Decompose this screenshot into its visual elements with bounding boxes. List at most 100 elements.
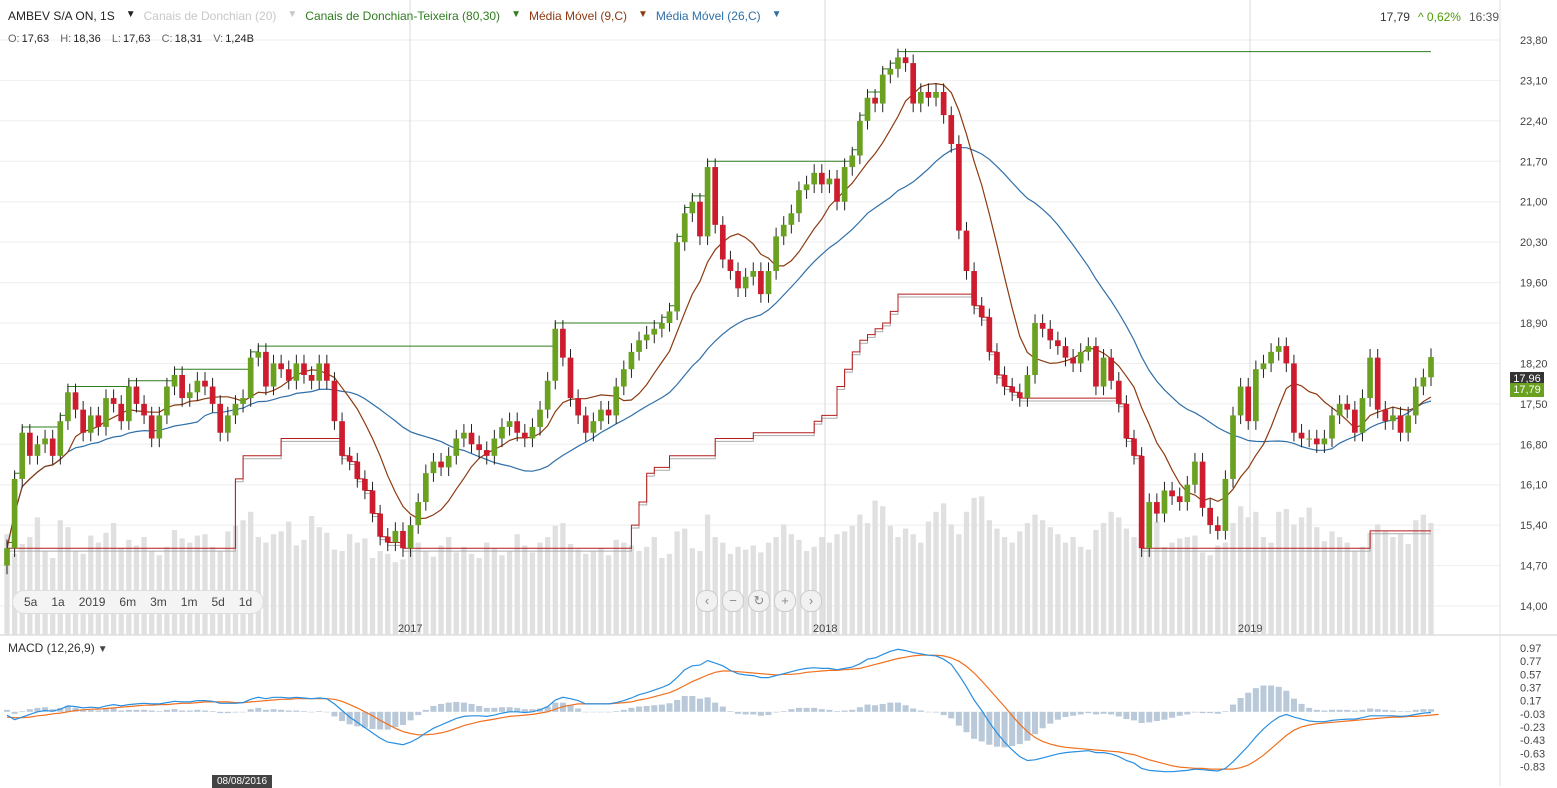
range-5a[interactable]: 5a xyxy=(24,595,38,609)
instrument-title[interactable]: AMBEV S/A ON, 1S xyxy=(8,9,115,23)
zoom-in-icon[interactable]: + xyxy=(774,590,796,612)
volume-bar xyxy=(682,528,688,635)
caret-down-icon[interactable]: ▼ xyxy=(511,9,521,20)
candle-down xyxy=(567,357,574,399)
macd-tick-label: 0.17 xyxy=(1520,696,1541,708)
volume-bar xyxy=(621,542,627,635)
year-tick-label: 2018 xyxy=(813,623,837,635)
volume-bar xyxy=(308,516,315,635)
macd-histogram-bar xyxy=(346,711,353,725)
macd-histogram-bar xyxy=(887,702,894,712)
caret-down-icon[interactable]: ▼ xyxy=(287,9,298,20)
volume-bar xyxy=(377,551,383,635)
candle-up xyxy=(666,311,673,323)
macd-histogram-bar xyxy=(64,705,71,712)
range-1d[interactable]: 1d xyxy=(238,595,253,609)
close-label: C: xyxy=(161,33,173,45)
macd-histogram-bar xyxy=(978,711,985,742)
caret-down-icon[interactable]: ▼ xyxy=(638,9,648,20)
macd-histogram-bar xyxy=(971,711,978,739)
range-1m[interactable]: 1m xyxy=(180,595,198,609)
range-6m[interactable]: 6m xyxy=(119,595,137,609)
indicator-ma26[interactable]: Média Móvel (26,C) xyxy=(655,9,761,23)
caret-down-icon[interactable]: ▼ xyxy=(771,9,782,20)
candle-down xyxy=(735,271,741,289)
volume-bar xyxy=(1078,546,1084,635)
volume-bar xyxy=(385,553,391,635)
caret-down-icon[interactable]: ▼ xyxy=(97,644,108,655)
macd-histogram-bar xyxy=(681,696,688,712)
indicator-donchian-teixeira[interactable]: Canais de Donchian-Teixeira (80,30) xyxy=(305,9,501,23)
volume-bar xyxy=(1397,534,1404,635)
candle-up xyxy=(613,386,620,416)
candle-up xyxy=(1184,484,1191,503)
volume-bar xyxy=(331,549,338,635)
macd-histogram-bar xyxy=(1290,698,1297,712)
macd-histogram-bar xyxy=(811,707,818,712)
volume-bar xyxy=(1207,555,1213,635)
macd-histogram-bar xyxy=(582,711,589,713)
range-3m[interactable]: 3m xyxy=(150,595,167,609)
macd-histogram-bar xyxy=(514,707,521,712)
candle-up xyxy=(1321,438,1328,445)
price-tick-label: 20,30 xyxy=(1520,237,1548,249)
volume-bar xyxy=(1336,537,1343,635)
volume-bar xyxy=(1291,524,1297,635)
candle-down xyxy=(80,409,86,433)
volume-bar xyxy=(545,537,551,635)
indicator-donchian[interactable]: Canais de Donchian (20) xyxy=(143,9,277,23)
volume-bar xyxy=(788,534,794,635)
change-percent: ^ 0,62% xyxy=(1417,10,1461,24)
macd-histogram-bar xyxy=(879,703,886,712)
candle-down xyxy=(834,178,840,202)
candle-up xyxy=(461,432,467,439)
candle-up xyxy=(552,328,559,381)
macd-histogram-bar xyxy=(1405,711,1412,712)
caret-down-icon[interactable]: ▼ xyxy=(125,9,136,20)
reset-zoom-icon[interactable]: ↻ xyxy=(748,590,770,612)
macd-histogram-bar xyxy=(1275,686,1282,712)
candle-down xyxy=(818,172,825,185)
macd-histogram-bar xyxy=(194,709,201,712)
range-5d[interactable]: 5d xyxy=(211,595,225,609)
volume-bar xyxy=(430,556,437,635)
volume-bar xyxy=(1283,509,1289,635)
candle-up xyxy=(453,438,460,456)
volume-bar xyxy=(225,531,231,635)
macd-tick-label: -0.83 xyxy=(1520,761,1545,773)
candle-up xyxy=(194,380,201,393)
scroll-back-icon[interactable]: ‹ xyxy=(696,590,718,612)
volume-bar xyxy=(613,539,619,635)
macd-histogram-bar xyxy=(141,709,148,712)
indicator-ma9[interactable]: Média Móvel (9,C) xyxy=(528,9,627,23)
volume-bar xyxy=(552,525,558,635)
volume-bar xyxy=(316,527,322,635)
macd-histogram-bar xyxy=(19,711,26,712)
price-tick-label: 15,40 xyxy=(1520,520,1548,532)
candle-down xyxy=(1382,409,1389,422)
macd-histogram-bar xyxy=(1336,709,1343,712)
volume-bar xyxy=(27,537,33,635)
macd-histogram-bar xyxy=(1344,709,1351,712)
volume-bar xyxy=(392,562,399,635)
volume-bar xyxy=(1039,520,1046,635)
macd-histogram-bar xyxy=(498,707,506,712)
donchian-teixeira-high-line xyxy=(7,51,1431,543)
volume-bar xyxy=(1070,537,1076,635)
macd-histogram-bar xyxy=(1153,711,1160,722)
zoom-out-icon[interactable]: − xyxy=(722,590,744,612)
volume-bar xyxy=(255,537,261,635)
volume-bar xyxy=(1321,541,1328,635)
volume-bar xyxy=(1420,514,1427,635)
scroll-forward-icon[interactable]: › xyxy=(800,590,822,612)
macd-histogram-bar xyxy=(1427,709,1435,712)
macd-panel-title[interactable]: MACD (12,26,9) ▼ xyxy=(8,641,118,655)
candle-down xyxy=(1214,525,1221,531)
macd-histogram-bar xyxy=(1260,685,1267,712)
macd-histogram-bar xyxy=(826,709,833,712)
volume-bar xyxy=(1245,517,1251,635)
range-1a[interactable]: 1a xyxy=(51,595,65,609)
range-2019[interactable]: 2019 xyxy=(78,595,106,609)
macd-histogram-bar xyxy=(917,710,924,712)
